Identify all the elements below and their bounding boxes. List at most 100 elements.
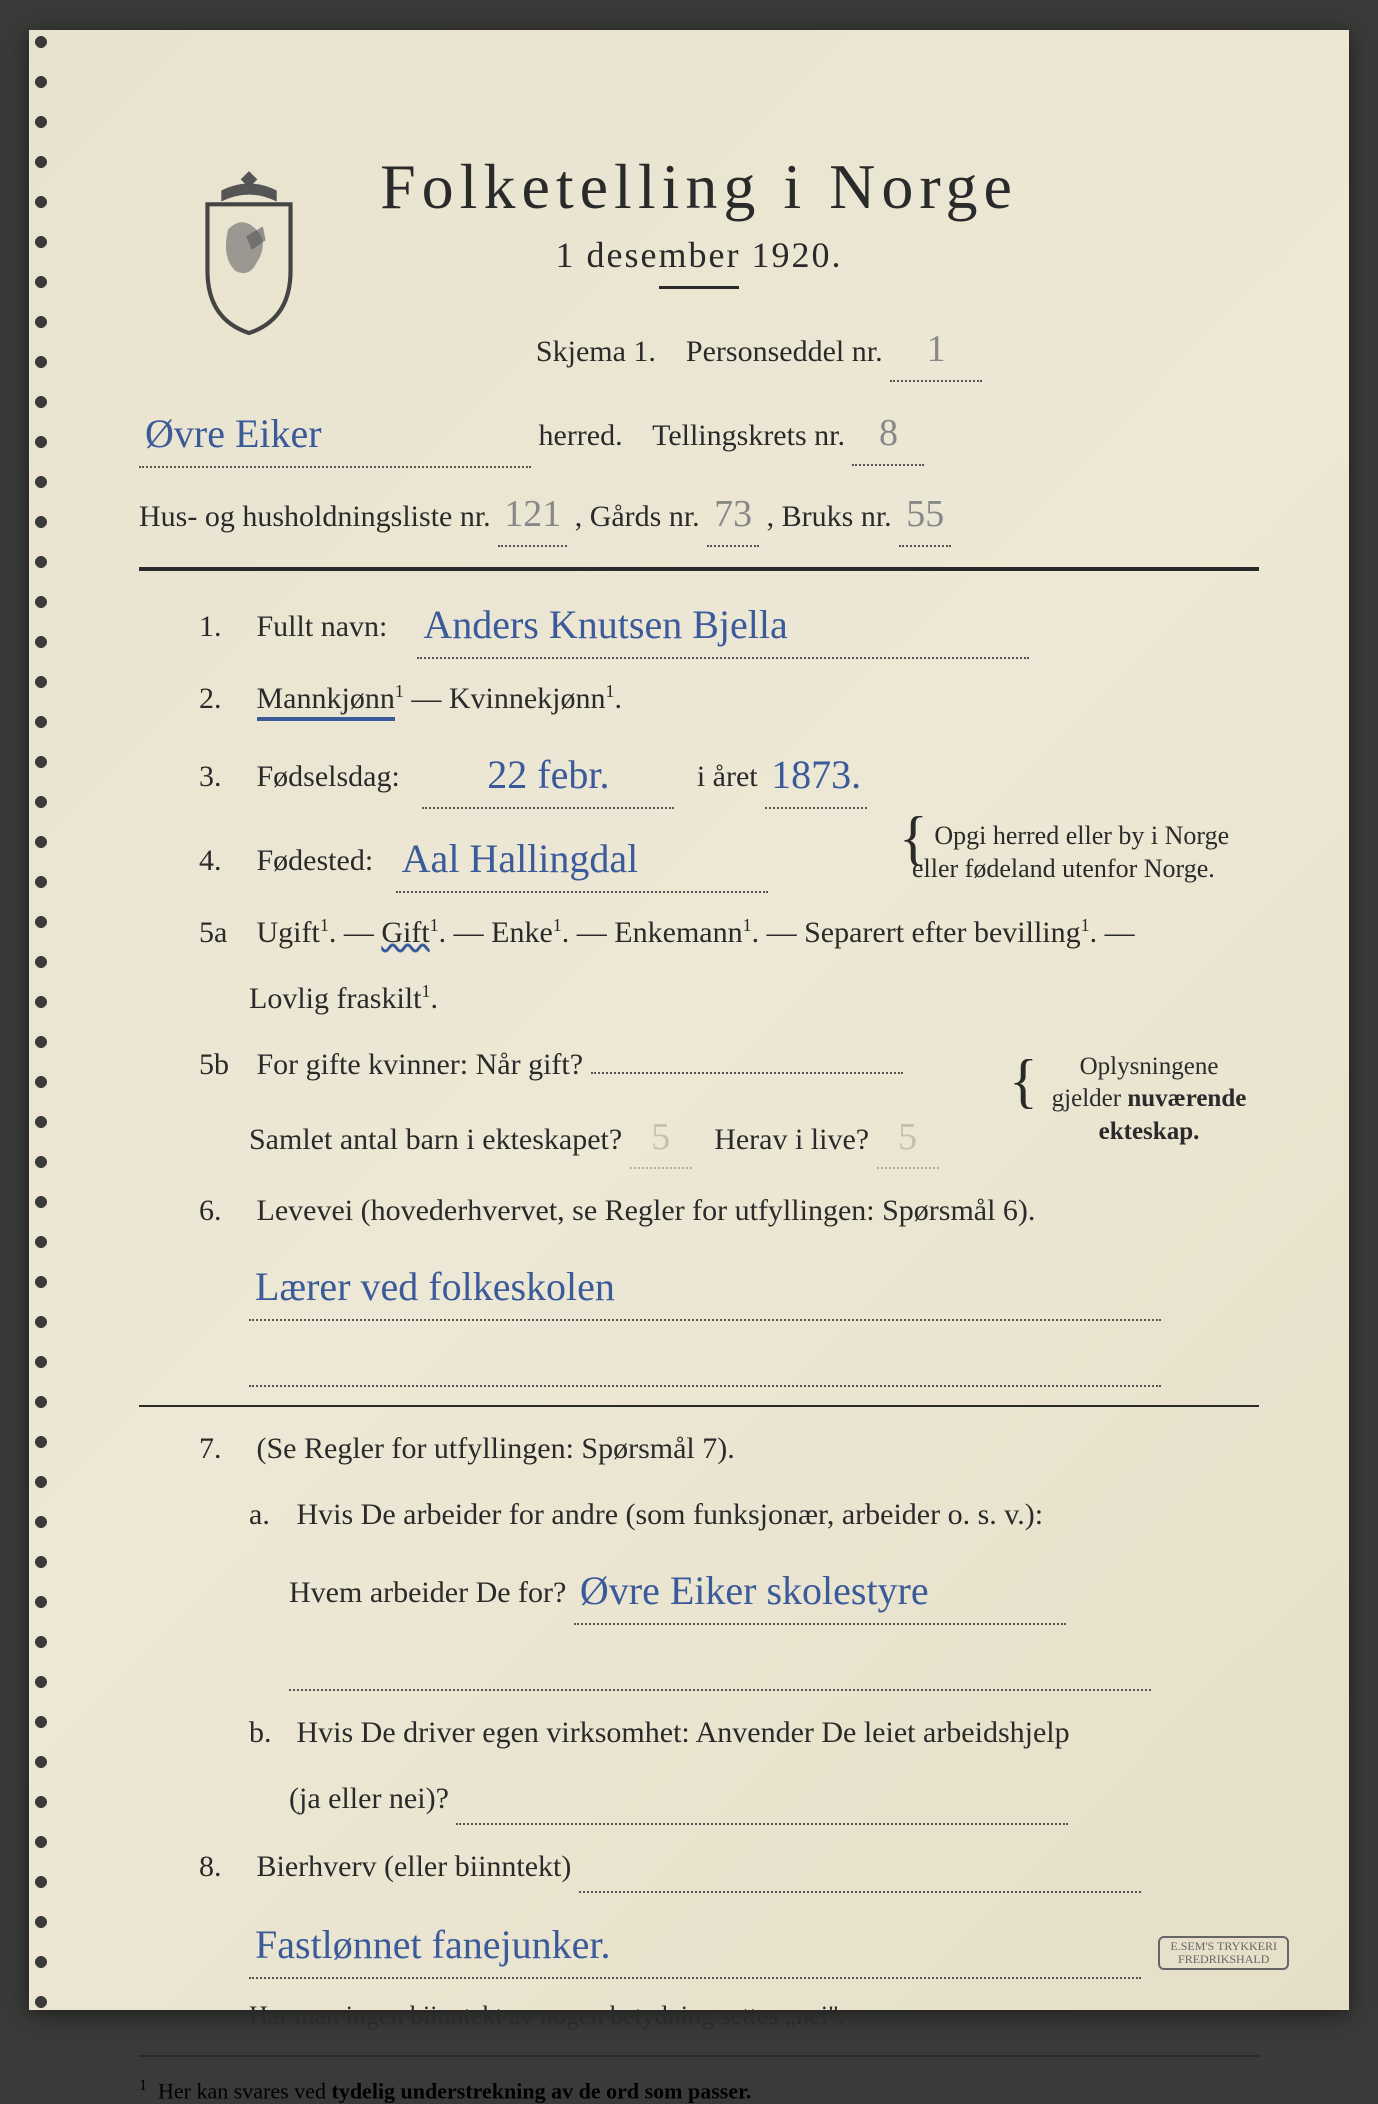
- q5b-l1-val: [591, 1072, 903, 1074]
- q1-num: 1.: [199, 603, 249, 651]
- hus-label: Hus- og husholdningsliste nr.: [139, 500, 491, 533]
- q1-value: Anders Knutsen Bjella: [417, 593, 1029, 659]
- q8-note: Har man ingen biinntekt av nogen betydni…: [249, 2001, 845, 2030]
- q7b-l1: Hvis De driver egen virksomhet: Anvender…: [297, 1716, 1070, 1749]
- q3-label: Fødselsdag:: [257, 760, 400, 793]
- q3-num: 3.: [199, 753, 249, 801]
- q2-mann: Mannkjønn: [257, 682, 395, 721]
- d1: . —: [329, 916, 382, 949]
- q4-label: Fødested:: [257, 844, 374, 877]
- q8-line: 8. Bierhverv (eller biinntekt): [199, 1843, 1259, 1893]
- coat-of-arms-icon: [179, 160, 319, 340]
- title-rule: [659, 286, 739, 289]
- d2: . —: [439, 916, 492, 949]
- herred-line: Øvre Eiker herred. Tellingskrets nr. 8: [139, 400, 1259, 466]
- q5a-line1: 5a Ugift1. — Gift1. — Enke1. — Enkemann1…: [199, 909, 1259, 957]
- d5: . —: [1090, 916, 1135, 949]
- q7a-l1: Hvis De arbeider for andre (som funksjon…: [297, 1498, 1044, 1531]
- d4: . —: [752, 916, 805, 949]
- q7a-blank: [289, 1641, 1259, 1691]
- q4-note2: eller fødeland utenfor Norge.: [912, 854, 1215, 883]
- census-form-page: Folketelling i Norge 1 desember 1920. Sk…: [29, 30, 1349, 2010]
- q5b-l2-mid: Herav i live?: [714, 1123, 869, 1156]
- gards-label: , Gårds nr.: [575, 500, 700, 533]
- q3-line: 3. Fødselsdag: 22 febr. i året 1873.: [199, 741, 1259, 807]
- footnote: 1 Her kan svares ved tydelig understrekn…: [139, 2077, 1259, 2104]
- d3: . —: [562, 916, 615, 949]
- q4-note1: Opgi herred eller by i Norge: [934, 821, 1229, 850]
- q7a-l2-value: Øvre Eiker skolestyre: [574, 1559, 1066, 1625]
- q7-num: 7.: [199, 1425, 249, 1473]
- q5a-enke: Enke: [491, 916, 553, 949]
- q3-year: 1873.: [765, 743, 867, 809]
- q1-label: Fullt navn:: [257, 610, 388, 643]
- stamp-line1: E.SEM'S TRYKKERI: [1170, 1939, 1277, 1953]
- gards-nr: 73: [707, 484, 759, 547]
- q7a-l2-label: Hvem arbeider De for?: [289, 1576, 566, 1609]
- q5a-enkemann: Enkemann: [614, 916, 742, 949]
- q3-day: 22 febr.: [422, 743, 674, 809]
- q5a-ugift: Ugift: [257, 916, 320, 949]
- q4-value: Aal Hallingdal: [396, 827, 768, 893]
- q7b-l2: (ja eller nei)?: [289, 1782, 449, 1815]
- q5b-num: 5b: [199, 1041, 249, 1089]
- q5a-fraskilt: Lovlig fraskilt: [249, 982, 421, 1015]
- q6-num: 6.: [199, 1187, 249, 1235]
- bruks-label: , Bruks nr.: [767, 500, 892, 533]
- herred-label: herred.: [539, 419, 623, 452]
- q5a-separert: Separert efter bevilling: [804, 916, 1081, 949]
- bruks-nr: 55: [899, 484, 951, 547]
- footnote-text: Her kan svares ved tydelig understreknin…: [158, 2078, 751, 2103]
- q8-num: 8.: [199, 1843, 249, 1891]
- q5b-line2: Samlet antal barn i ekteskapet? 5 Herav …: [249, 1107, 1259, 1170]
- q5b-l2: Samlet antal barn i ekteskapet?: [249, 1123, 622, 1156]
- q8-note-line: Har man ingen biinntekt av nogen betydni…: [249, 1995, 1259, 2037]
- header: Folketelling i Norge 1 desember 1920.: [139, 150, 1259, 289]
- q5b-l2-val: 5: [630, 1107, 692, 1170]
- q7a-line2: Hvem arbeider De for? Øvre Eiker skolest…: [289, 1557, 1259, 1623]
- hus-line: Hus- og husholdningsliste nr. 121 , Gård…: [139, 484, 1259, 547]
- tellingskrets-label: Tellingskrets nr.: [652, 419, 845, 452]
- q7b-line1: b. Hvis De driver egen virksomhet: Anven…: [249, 1709, 1259, 1757]
- skjema-label: Skjema 1.: [536, 335, 656, 368]
- q8-value-line: Fastlønnet fanejunker.: [249, 1911, 1259, 1977]
- s1: 1: [320, 915, 329, 935]
- q8-label: Bierhverv (eller biinntekt): [257, 1850, 572, 1883]
- q8-value: Fastlønnet fanejunker.: [249, 1913, 1141, 1979]
- q5b-l2-val2: 5: [877, 1107, 939, 1170]
- q2-dot: .: [614, 682, 622, 715]
- q6-value-line: Lærer ved folkeskolen: [249, 1253, 1259, 1319]
- rule-1: [139, 567, 1259, 571]
- q5b-line1: 5b For gifte kvinner: Når gift? Oplysnin…: [199, 1041, 1259, 1089]
- q5a-line2: Lovlig fraskilt1.: [249, 975, 1259, 1023]
- q4-num: 4.: [199, 837, 249, 885]
- footnote-sup: 1: [139, 2077, 147, 2094]
- q7b-num: b.: [249, 1709, 289, 1757]
- personseddel-label: Personseddel nr.: [686, 335, 883, 368]
- q5b-note1: Oplysningene: [1080, 1053, 1219, 1080]
- q6-label: Levevei (hovederhvervet, se Regler for u…: [257, 1194, 1036, 1227]
- q2-sup1: 1: [395, 681, 404, 701]
- hus-nr: 121: [498, 484, 567, 547]
- q3-year-label: i året: [697, 760, 758, 793]
- q4-line: 4. Fødested: Aal Hallingdal { Opgi herre…: [199, 825, 1259, 891]
- q2-dash: —: [404, 682, 449, 715]
- q6-blank: [249, 1337, 1259, 1387]
- q5a-gift: Gift: [381, 916, 429, 949]
- stamp-line2: FREDRIKSHALD: [1178, 1952, 1269, 1966]
- tellingskrets-nr: 8: [852, 403, 924, 466]
- q7-label: (Se Regler for utfyllingen: Spørsmål 7).: [257, 1432, 735, 1465]
- s4: 1: [743, 915, 752, 935]
- q6-value: Lærer ved folkeskolen: [249, 1255, 1161, 1321]
- s3: 1: [553, 915, 562, 935]
- q5b-l1: For gifte kvinner: Når gift?: [257, 1048, 584, 1081]
- perforation-edge: [29, 30, 53, 2010]
- herred-value: Øvre Eiker: [139, 402, 531, 468]
- rule-3: [139, 2055, 1259, 2057]
- q7-line: 7. (Se Regler for utfyllingen: Spørsmål …: [199, 1425, 1259, 1473]
- q2-kvinne: Kvinnekjønn: [449, 682, 606, 715]
- q7b-line2: (ja eller nei)?: [289, 1775, 1259, 1825]
- q4-note: { Opgi herred eller by i Norge eller fød…: [899, 819, 1259, 887]
- q7a-line1: a. Hvis De arbeider for andre (som funks…: [249, 1491, 1259, 1539]
- s2: 1: [430, 915, 439, 935]
